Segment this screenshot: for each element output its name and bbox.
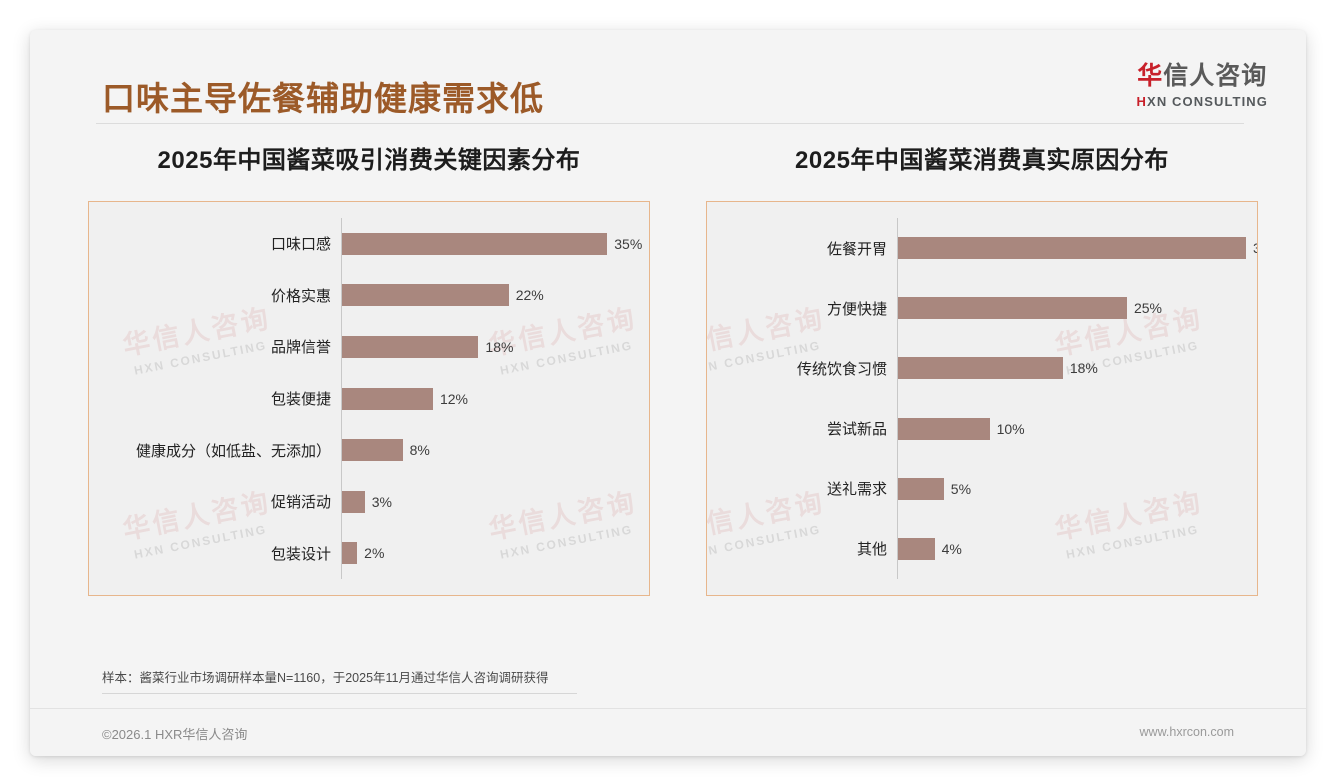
bar-track: 25% <box>897 278 1257 339</box>
bar-row: 送礼需求 5% <box>707 458 1257 519</box>
bar <box>342 439 403 462</box>
bar-value-label: 12% <box>439 390 468 407</box>
footnote-text: 样本：酱菜行业市场调研样本量N=1160，于2025年11月通过华信人咨询调研获… <box>102 671 549 685</box>
slide-footer: ©2026.1 HXR华信人咨询 www.hxrcon.com <box>30 708 1306 756</box>
bar-row: 包装设计 2% <box>89 527 649 580</box>
bar-value-label: 18% <box>485 338 514 355</box>
copyright-text: ©2026.1 HXR华信人咨询 <box>102 727 248 742</box>
bar <box>898 477 944 500</box>
bar-category-label: 佐餐开胃 <box>826 240 887 258</box>
chart-title-left: 2025年中国酱菜吸引消费关键因素分布 <box>157 147 581 174</box>
bar-track: 18% <box>897 338 1257 399</box>
bar-category-label: 健康成分（如低盐、无添加） <box>135 442 331 460</box>
bar-category-label: 包装便捷 <box>270 391 331 408</box>
bar-value-label: 2% <box>364 545 385 562</box>
bar-value-label: 10% <box>996 420 1025 437</box>
charts-area: 2025年中国酱菜吸引消费关键因素分布 华信人咨询 HXN CONSULTING… <box>30 140 1306 596</box>
bar-track: 12% <box>341 372 649 425</box>
logo-chinese-text: 华信人咨询 <box>1137 62 1268 91</box>
logo-en-rest: XN CONSULTING <box>1147 93 1268 109</box>
bar <box>342 542 358 565</box>
logo-en-highlight: H <box>1136 93 1148 109</box>
bar-value-label: 3% <box>371 493 392 510</box>
bar-category-label: 口味口感 <box>270 236 331 254</box>
bar <box>342 490 365 513</box>
bar-track: 3% <box>341 475 649 528</box>
bar <box>898 417 990 440</box>
bar-category-label: 方便快捷 <box>826 300 887 318</box>
bar-track: 10% <box>897 398 1257 459</box>
bar-value-label: 25% <box>1133 300 1162 317</box>
slide-card: 口味主导佐餐辅助健康需求低 华信人咨询 HXN CONSULTING 2025年… <box>30 30 1306 756</box>
bar-category-label: 送礼需求 <box>826 481 887 499</box>
bar <box>342 387 433 410</box>
bar <box>342 335 479 358</box>
bar-track: 35% <box>341 217 649 270</box>
bar-category-label: 其他 <box>856 541 887 559</box>
bar-track: 4% <box>897 518 1257 580</box>
footnote-rule <box>102 693 577 694</box>
footnote-block: 样本：酱菜行业市场调研样本量N=1160，于2025年11月通过华信人咨询调研获… <box>102 667 1237 694</box>
logo-cn-highlight: 华 <box>1137 62 1164 90</box>
plot-area-right: 佐餐开胃 38% 方便快捷 25% 传统饮食习惯 18% 尝试新品 10% 送礼需求 5% 其他 4% <box>707 202 1257 595</box>
bar-category-label: 促销活动 <box>270 494 331 512</box>
bar-category-label: 传统饮食习惯 <box>796 360 887 378</box>
bar-row: 佐餐开胃 38% <box>707 217 1257 279</box>
bar-row: 健康成分（如低盐、无添加） 8% <box>89 424 649 476</box>
bar-row: 包装便捷 12% <box>89 372 649 425</box>
bar-value-label: 4% <box>941 540 962 557</box>
bar-value-label: 35% <box>614 235 643 252</box>
bar-row: 价格实惠 22% <box>89 269 649 322</box>
bar-category-label: 包装设计 <box>270 545 331 563</box>
bar-track: 22% <box>341 269 649 322</box>
bar-category-label: 价格实惠 <box>270 287 331 305</box>
bar-track: 5% <box>897 458 1257 519</box>
bar-chart-right: 华信人咨询 HXN CONSULTING 华信人咨询 HXN CONSULTIN… <box>706 201 1258 596</box>
bar-row: 促销活动 3% <box>89 475 649 528</box>
chart-title-right: 2025年中国酱菜消费真实原因分布 <box>795 147 1169 174</box>
bar-category-label: 尝试新品 <box>826 421 887 439</box>
bar-value-label: 8% <box>409 442 430 459</box>
bar <box>342 284 509 307</box>
bar-value-label: 18% <box>1069 360 1098 377</box>
bar-category-label: 品牌信誉 <box>270 339 331 357</box>
bar-row: 其他 4% <box>707 518 1257 580</box>
bar-track: 18% <box>341 321 649 373</box>
slide-header: 口味主导佐餐辅助健康需求低 华信人咨询 HXN CONSULTING <box>30 30 1306 130</box>
bar <box>898 237 1246 260</box>
bar <box>898 297 1127 320</box>
bar-track: 2% <box>341 527 649 580</box>
bar-row: 品牌信誉 18% <box>89 321 649 373</box>
website-link[interactable]: www.hxrcon.com <box>1139 725 1234 739</box>
logo-english-text: HXN CONSULTING <box>1137 94 1268 109</box>
bar-row: 尝试新品 10% <box>707 398 1257 459</box>
page-title: 口味主导佐餐辅助健康需求低 <box>102 80 544 117</box>
bar <box>898 537 935 560</box>
bar-row: 口味口感 35% <box>89 217 649 270</box>
chart-block-right: 2025年中国酱菜消费真实原因分布 华信人咨询 HXN CONSULTING 华… <box>668 140 1306 596</box>
plot-area-left: 口味口感 35% 价格实惠 22% 品牌信誉 18% 包装便捷 12% 健康成分（如低盐、无添加… <box>89 202 649 595</box>
company-logo: 华信人咨询 HXN CONSULTING <box>1137 62 1268 109</box>
bar-row: 传统饮食习惯 18% <box>707 338 1257 399</box>
bar-row: 方便快捷 25% <box>707 278 1257 339</box>
header-divider <box>96 123 1244 124</box>
bar-track: 38% <box>897 217 1257 279</box>
bar-value-label: 22% <box>515 287 544 304</box>
bar-value-label: 38% <box>1253 240 1257 256</box>
bar-track: 8% <box>341 424 649 476</box>
logo-cn-rest: 信人咨询 <box>1163 62 1268 90</box>
chart-block-left: 2025年中国酱菜吸引消费关键因素分布 华信人咨询 HXN CONSULTING… <box>30 140 668 596</box>
bar-chart-left: 华信人咨询 HXN CONSULTING 华信人咨询 HXN CONSULTIN… <box>88 201 650 596</box>
bar-value-label: 5% <box>950 480 972 497</box>
bar <box>342 232 608 255</box>
bar <box>898 357 1063 380</box>
